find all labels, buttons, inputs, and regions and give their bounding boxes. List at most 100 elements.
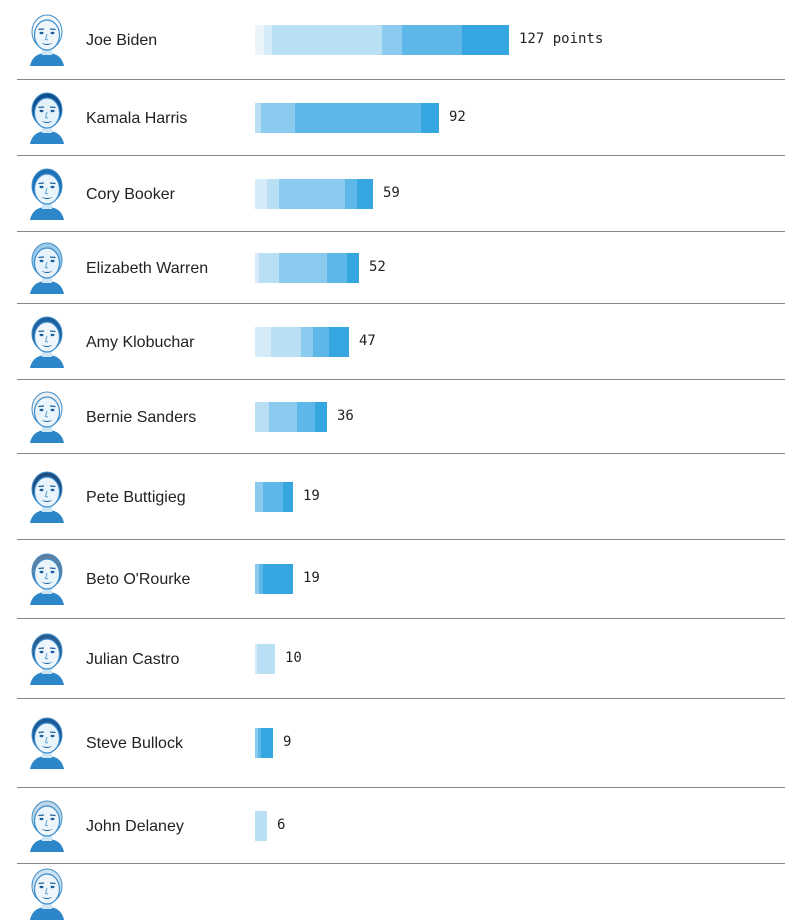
john-delaney-portrait [30,800,64,852]
candidate-name: Cory Booker [86,186,175,203]
portrait-left-eye [39,259,44,263]
row-divider [17,618,785,619]
portrait-left-eye [39,488,44,492]
candidate-name: Julian Castro [86,651,180,668]
bar-segment [264,25,272,55]
row-divider [17,453,785,454]
portrait-nose [44,410,49,418]
row-divider [17,79,785,80]
portrait-mouth [41,582,53,584]
candidate-name: Kamala Harris [86,110,188,127]
bar-segment [327,253,347,283]
portrait-left-eye [39,333,44,337]
row-divider [17,155,785,156]
candidate-row: Amy Klobuchar 47 [0,304,798,379]
bar-segment [295,103,421,133]
portrait-nose [44,819,49,827]
pete-buttigieg-portrait [30,471,64,523]
portrait-mouth [41,746,53,748]
candidate-name: Elizabeth Warren [86,260,209,277]
portrait-brows [38,182,56,185]
bar-segment [255,644,257,674]
portrait-shoulders [30,756,64,769]
bar-segment [301,327,313,357]
portrait-brows [38,485,56,488]
portrait-shoulders [30,510,64,523]
portrait-left-eye [39,570,44,574]
portrait-brows [38,567,56,570]
points-value-label: 9 [283,734,292,750]
points-value-label: 47 [359,333,376,349]
candidate-row: Pete Buttigieg 19 [0,454,798,539]
portrait-nose [44,187,49,195]
candidate-row: Steve Bullock 9 [0,699,798,787]
candidate-name: Beto O'Rourke [86,571,191,588]
stacked-bar [255,402,327,432]
portrait-mouth [41,662,53,664]
portrait-right-eye [50,259,55,263]
candidate-row: John Delaney 6 [0,788,798,863]
points-value-label: 10 [285,650,302,666]
bar-segment [255,728,258,758]
joe-biden-portrait [30,14,64,66]
candidate-name: Steve Bullock [86,735,183,752]
candidate-name: Amy Klobuchar [86,334,195,351]
candidate-row [0,864,798,920]
portrait-left-eye [39,734,44,738]
bar-segment [279,179,345,209]
portrait-brows [38,330,56,333]
stacked-bar [255,482,293,512]
portrait-mouth [41,121,53,123]
candidate-row: Bernie Sanders 36 [0,380,798,453]
bar-segment [421,103,439,133]
row-divider [17,379,785,380]
points-value-label: 92 [449,109,466,125]
portrait-left-eye [39,31,44,35]
bar-segment [257,644,275,674]
bar-segment [255,327,271,357]
portrait-brows [38,28,56,31]
portrait-nose [44,335,49,343]
bar-segment [263,564,293,594]
portrait-nose [44,490,49,498]
portrait-shoulders [30,53,64,66]
bar-segment [269,402,297,432]
portrait-mouth [41,500,53,502]
portrait-mouth [41,345,53,347]
portrait-right-eye [50,570,55,574]
portrait-mouth [41,197,53,199]
points-value-label: 36 [337,408,354,424]
bar-segment [272,25,382,55]
row-divider [17,303,785,304]
portrait-nose [44,572,49,580]
bernie-sanders-portrait [30,391,64,443]
amy-klobuchar-portrait [30,316,64,368]
candidate-row: Julian Castro 10 [0,619,798,698]
bar-segment [315,402,327,432]
portrait-shoulders [30,839,64,852]
candidate-row: Joe Biden 127 points [0,0,798,79]
portrait-right-eye [50,817,55,821]
portrait-mouth [41,420,53,422]
bar-segment [259,253,279,283]
bar-segment [279,253,327,283]
bar-segment [347,253,359,283]
steve-bullock-portrait [30,717,64,769]
portrait-left-eye [39,885,44,889]
portrait-mouth [41,43,53,45]
candidate-name: Bernie Sanders [86,409,197,426]
candidate-row: Beto O'Rourke 19 [0,540,798,618]
bar-segment [297,402,315,432]
beto-orourke-portrait [30,553,64,605]
stacked-bar [255,103,439,133]
portrait-shoulders [30,207,64,220]
row-divider [17,787,785,788]
candidate-row: Cory Booker 59 [0,156,798,231]
row-divider [17,539,785,540]
stacked-bar [255,253,359,283]
portrait-right-eye [50,185,55,189]
portrait-mouth [41,271,53,273]
portrait-right-eye [50,734,55,738]
points-value-label: 19 [303,488,320,504]
bar-segment [255,564,259,594]
